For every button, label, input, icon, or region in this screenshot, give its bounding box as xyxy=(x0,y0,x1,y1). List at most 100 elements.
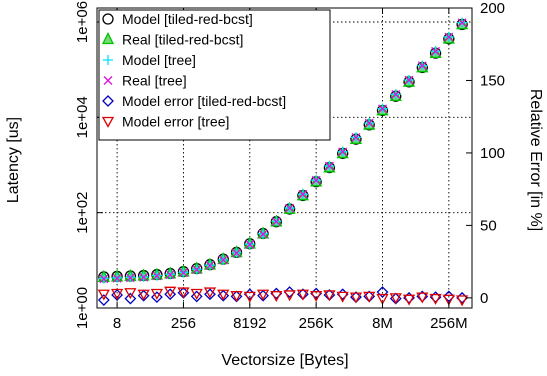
data-point xyxy=(324,161,334,171)
axes: 8 256 8192 256K 8M 256M 1e+00 1e+02 1e+04 1e+06 0 5… xyxy=(74,0,505,332)
data-point xyxy=(298,189,308,199)
data-point xyxy=(338,147,348,157)
data-point xyxy=(363,291,376,303)
y2-tick-label: 200 xyxy=(480,0,505,17)
data-point xyxy=(285,203,295,213)
data-point xyxy=(310,291,323,303)
data-point xyxy=(97,294,110,306)
data-point xyxy=(296,289,309,301)
data-point xyxy=(137,289,150,301)
x-tick-label: 256 xyxy=(171,315,196,332)
legend-item: Model [tiled-red-bcst] xyxy=(102,11,253,27)
legend-item: Real [tiled-red-bcst] xyxy=(101,32,243,48)
data-point xyxy=(165,270,175,280)
data-point xyxy=(270,291,283,303)
data-point xyxy=(283,286,296,298)
y2-tick-label: 50 xyxy=(480,217,497,234)
legend-label: Model [tree] xyxy=(122,52,196,68)
legend-label: Model error [tiled-red-bcst] xyxy=(122,93,286,109)
data-point xyxy=(152,271,162,281)
series-layer xyxy=(97,17,469,307)
data-point xyxy=(230,291,243,303)
data-point xyxy=(205,261,215,270)
data-point xyxy=(150,291,163,304)
data-point xyxy=(416,292,429,304)
legend-label: Real [tiled-red-bcst] xyxy=(122,32,243,48)
data-point xyxy=(245,240,255,249)
data-point xyxy=(376,293,389,305)
data-point xyxy=(391,89,401,99)
data-point xyxy=(243,291,256,303)
legend-marker xyxy=(101,116,115,128)
data-point xyxy=(124,288,137,300)
legend-label: Model [tiled-red-bcst] xyxy=(122,11,253,27)
data-point xyxy=(389,293,402,305)
data-point xyxy=(150,288,164,300)
legend-marker xyxy=(103,76,113,85)
data-point xyxy=(217,289,230,301)
data-point xyxy=(378,104,387,114)
x-tick-label: 8 xyxy=(113,315,121,332)
legend-item: Model error [tree] xyxy=(101,114,229,130)
legend-marker xyxy=(102,13,114,25)
legend-box xyxy=(98,9,331,141)
data-point xyxy=(190,290,203,303)
plot-frame xyxy=(96,7,473,309)
x-tick-label: 256M xyxy=(430,315,468,332)
y2-tick-label: 150 xyxy=(480,72,505,89)
legend-label: Model error [tree] xyxy=(122,114,229,130)
y-tick-label: 1e+06 xyxy=(74,1,91,43)
data-point xyxy=(311,175,321,185)
data-point xyxy=(124,292,137,305)
data-point xyxy=(203,287,217,299)
data-point xyxy=(192,265,202,275)
data-point xyxy=(442,294,455,306)
data-point xyxy=(336,291,349,303)
data-point xyxy=(164,286,177,298)
data-point xyxy=(349,292,363,304)
data-point xyxy=(323,290,336,302)
data-point xyxy=(190,288,203,300)
y-tick-label: 1e+02 xyxy=(74,192,91,234)
data-point xyxy=(402,294,416,306)
data-point xyxy=(218,255,228,265)
data-point xyxy=(99,274,109,284)
y2-tick-label: 100 xyxy=(480,145,505,162)
data-point xyxy=(178,268,188,278)
y-tick-label: 1e+00 xyxy=(74,287,91,329)
data-point xyxy=(403,291,415,304)
y-tick-label: 1e+04 xyxy=(74,96,91,138)
data-point xyxy=(139,272,149,282)
data-point xyxy=(429,293,442,305)
data-point xyxy=(364,118,374,128)
data-point xyxy=(256,289,270,301)
data-point xyxy=(204,288,216,301)
grid xyxy=(97,8,472,308)
data-point xyxy=(444,32,454,42)
data-point xyxy=(429,291,442,304)
data-point xyxy=(431,46,441,56)
data-point xyxy=(164,288,177,301)
data-point xyxy=(232,248,241,258)
legend-marker xyxy=(103,55,113,65)
data-point xyxy=(376,286,389,298)
legend-item: Model [tree] xyxy=(103,52,196,68)
data-point xyxy=(125,273,135,283)
data-point xyxy=(283,290,296,302)
data-point xyxy=(258,229,268,239)
data-point xyxy=(110,288,124,300)
x-tick-label: 256K xyxy=(299,315,334,332)
series-6 xyxy=(97,286,469,307)
legend-item: Model error [tiled-red-bcst] xyxy=(102,93,286,109)
y-axis-title: Latency [us] xyxy=(5,117,22,203)
x-axis-title: Vectorsize [Bytes] xyxy=(221,352,348,369)
legend-marker xyxy=(102,95,114,107)
data-point xyxy=(112,273,122,283)
series-4 xyxy=(99,18,467,284)
legend-marker xyxy=(101,32,115,45)
x-tick-label: 8M xyxy=(372,315,393,332)
y2-axis-title: Relative Error [in %] xyxy=(527,89,544,231)
data-point xyxy=(177,287,190,299)
x-tick-label: 8192 xyxy=(233,315,266,332)
